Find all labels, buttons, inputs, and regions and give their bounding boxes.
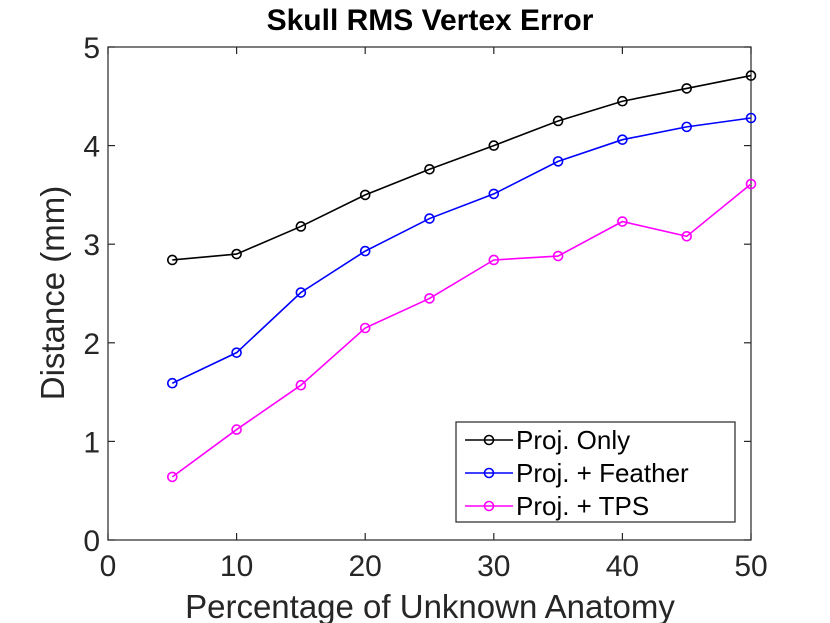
data-point [617,216,628,227]
data-point [231,424,242,435]
series-line [172,74,752,261]
x-tick-label: 10 [220,550,253,583]
data-point [167,377,178,389]
x-tick-label: 30 [477,550,510,583]
data-point [231,248,242,260]
y-tick-label: 2 [83,328,100,361]
data-point [295,287,307,298]
data-point [681,231,693,242]
data-point [617,95,628,107]
data-point [552,115,564,127]
y-tick-label: 3 [83,229,100,262]
x-tick-label: 20 [349,550,382,583]
data-point [552,250,564,262]
y-tick-label: 1 [83,426,100,459]
x-tick-label: 0 [100,550,117,583]
series-1 [167,70,757,266]
data-point [745,178,757,190]
data-point [359,245,371,257]
series-line [171,183,752,478]
data-point [167,254,178,266]
legend-label: Proj. + Feather [516,458,689,488]
data-point [681,121,693,133]
data-point [552,156,564,167]
data-point [488,254,500,266]
plot-frame [107,46,752,541]
legend-marker [483,467,495,479]
data-point [745,70,757,81]
data-point [488,188,500,200]
y-tick-label: 4 [83,131,100,164]
legend-item: Proj. Only [465,425,630,455]
data-point [488,140,500,151]
data-point [167,471,178,483]
y-axis: 0 1 2 3 4 5 [83,32,751,558]
x-axis: 0 10 20 30 40 50 [100,47,768,583]
data-point [359,189,371,201]
data-point [424,213,435,224]
x-tick-label: 50 [734,550,767,583]
data-point [359,322,371,334]
legend-item: Proj. + Feather [465,458,689,488]
y-axis-label: Distance (mm) [34,186,71,401]
data-point [745,112,757,124]
data-point [681,83,693,94]
data-point [295,221,307,232]
data-point [424,293,435,304]
chart-title: Skull RMS Vertex Error [267,4,594,37]
data-point [424,163,435,175]
data-point [617,134,628,145]
legend-marker [483,500,495,512]
data-point [295,379,307,391]
legend-item: Proj. + TPS [465,491,649,521]
y-tick-label: 5 [83,32,100,65]
legend-label: Proj. + TPS [516,491,649,521]
x-axis-label: Percentage of Unknown Anatomy [185,588,675,623]
series-layer [167,70,757,483]
legend-label: Proj. Only [516,425,630,455]
series-line [171,117,752,384]
data-point [231,347,242,358]
series-3 [167,178,757,483]
x-tick-label: 40 [606,550,639,583]
y-tick-label: 0 [83,525,100,558]
series-2 [167,112,757,389]
legend-marker [483,434,495,446]
